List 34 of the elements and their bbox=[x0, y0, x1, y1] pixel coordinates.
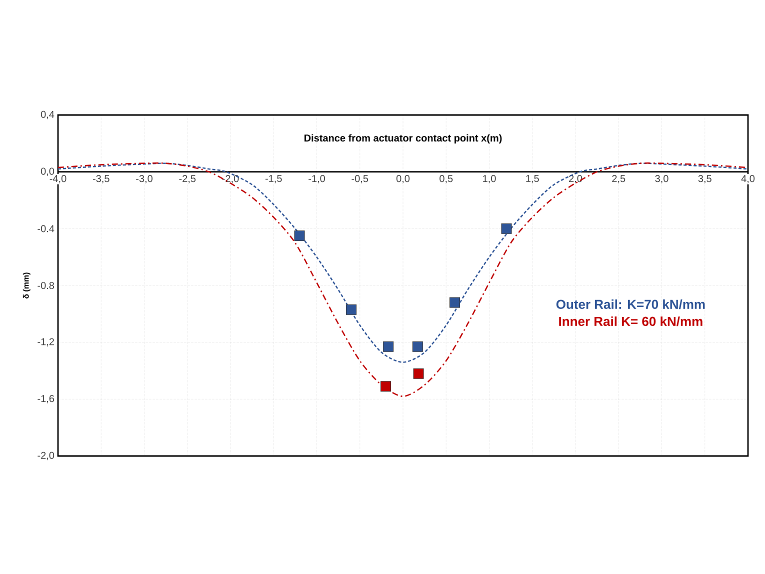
x-tick-label: -3,0 bbox=[136, 175, 152, 184]
x-tick-label: 2,5 bbox=[612, 175, 626, 184]
point bbox=[294, 230, 305, 242]
y-tick-label: 0,0 bbox=[40, 168, 54, 176]
point bbox=[380, 381, 391, 392]
y-tick-label: -0.4 bbox=[38, 225, 54, 232]
point bbox=[383, 341, 394, 352]
y-tick-label: -2,0 bbox=[38, 452, 54, 460]
point bbox=[450, 297, 460, 308]
text: Inner Rail K= 60 kN/mm bbox=[559, 316, 702, 326]
x-tick-label: 3,5 bbox=[698, 175, 712, 184]
x-axis-title: Distance from actuator contact point x(m) bbox=[304, 134, 502, 144]
point bbox=[501, 223, 512, 234]
y-tick-label: -0.8 bbox=[38, 282, 54, 290]
x-tick-label: -1,0 bbox=[308, 175, 325, 184]
y-tick-label: -1,6 bbox=[38, 395, 54, 404]
point bbox=[413, 368, 424, 379]
x-tick-label: 0,5 bbox=[440, 175, 453, 184]
x-tick-label: -1,5 bbox=[265, 175, 282, 184]
x-tick-label: -3,5 bbox=[92, 175, 110, 184]
x-tick-label: 1,5 bbox=[526, 175, 539, 184]
x-tick-label: -2,5 bbox=[179, 175, 196, 184]
y-axis-title: δ (mm) bbox=[22, 272, 30, 298]
x-tick-label: 0,0 bbox=[396, 175, 410, 184]
x-tick-label: -0,5 bbox=[352, 175, 368, 184]
y-tick-label: 0,4 bbox=[40, 110, 54, 120]
x-tick-label: 4,0 bbox=[741, 175, 755, 184]
x-tick-label: -4,0 bbox=[50, 175, 66, 184]
point bbox=[346, 304, 356, 315]
x-tick-label: 1,0 bbox=[483, 175, 496, 184]
y-tick-label: -1,2 bbox=[38, 338, 54, 346]
x-tick-label: 3,0 bbox=[655, 175, 668, 184]
text: Outer Rail: K=70 kN/mm bbox=[556, 299, 705, 310]
point bbox=[412, 341, 423, 352]
